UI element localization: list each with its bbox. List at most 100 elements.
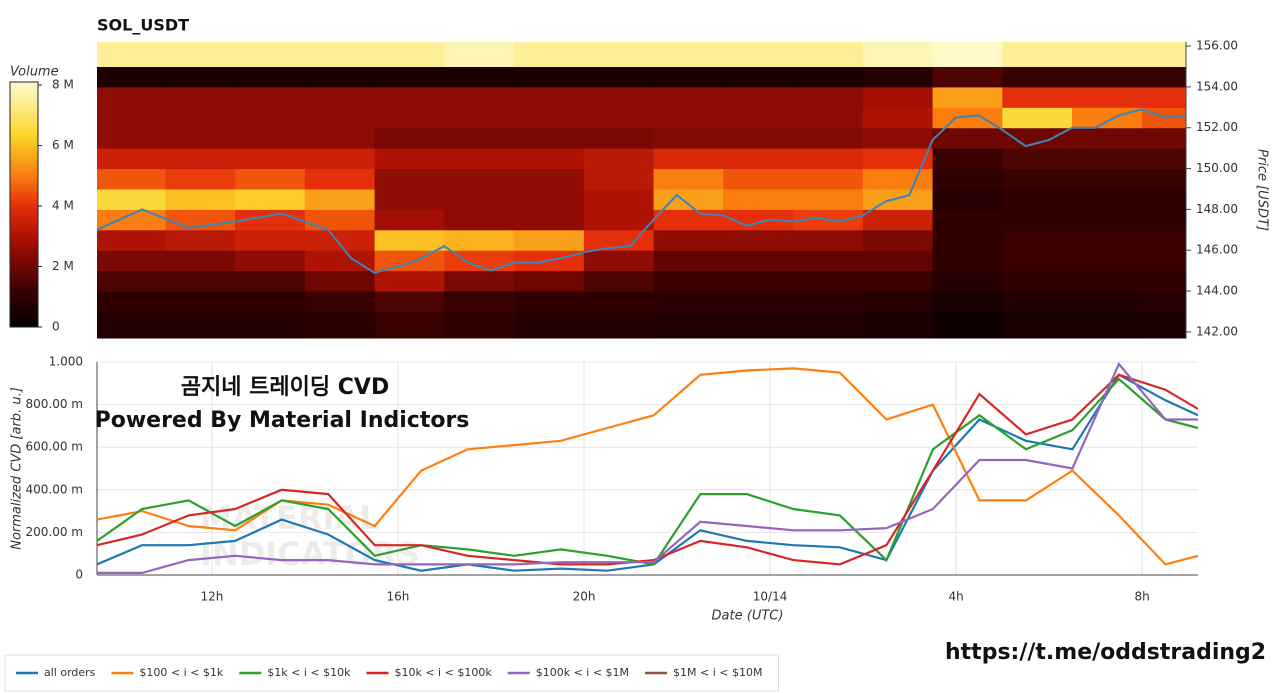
heatmap-cell <box>1002 250 1073 272</box>
heatmap-cell <box>444 42 515 67</box>
heatmap-cell <box>165 107 236 129</box>
heatmap-cell <box>1141 209 1187 231</box>
heatmap-cell <box>304 229 376 251</box>
heatmap-cell <box>374 42 445 67</box>
heatmap-cell <box>235 311 306 339</box>
heatmap-cell <box>514 209 585 231</box>
legend-label: $100 < i < $1k <box>139 666 223 679</box>
heatmap-cell <box>1072 107 1143 129</box>
heatmap-cell <box>514 188 585 210</box>
heatmap-cell <box>514 66 585 88</box>
heatmap-cell <box>1002 311 1073 339</box>
heatmap-cell <box>165 148 236 170</box>
heatmap-cell <box>932 148 1003 170</box>
heatmap-cell <box>1072 148 1143 170</box>
heatmap-cell <box>514 291 585 312</box>
heatmap-cell <box>514 229 585 251</box>
heatmap-cell <box>583 42 655 67</box>
heatmap-cell <box>932 42 1003 67</box>
heatmap-cell <box>374 148 445 170</box>
heatmap-cell <box>444 250 515 272</box>
heatmap-cell <box>235 66 306 88</box>
heatmap-cell <box>932 107 1003 129</box>
heatmap-cell <box>444 168 515 190</box>
heatmap-cell <box>304 270 376 292</box>
heatmap-cell <box>165 291 236 312</box>
heatmap-cell <box>723 250 794 272</box>
y-tick-label: 154.00 <box>1196 79 1238 93</box>
heatmap-cell <box>653 107 724 129</box>
heatmap-cell <box>444 270 515 292</box>
heatmap-cell <box>583 86 655 108</box>
heatmap-cell <box>444 291 515 312</box>
heatmap-cell <box>932 188 1003 210</box>
heatmap-cell <box>97 209 166 231</box>
heatmap-cell <box>1072 66 1143 88</box>
heatmap-cell <box>1141 127 1187 149</box>
heatmap-cell <box>793 188 864 210</box>
heatmap-cell <box>583 188 655 210</box>
heatmap-cell <box>514 311 585 339</box>
heatmap-cell <box>374 270 445 292</box>
heatmap-cell <box>165 168 236 190</box>
heatmap-cell <box>793 291 864 312</box>
heatmap-cell <box>793 107 864 129</box>
heatmap-cell <box>1141 148 1187 170</box>
heatmap-cell <box>97 86 166 108</box>
heatmap-cell <box>374 107 445 129</box>
heatmap-cell <box>514 270 585 292</box>
heatmap-cell <box>862 66 934 88</box>
heatmap-cell <box>97 270 166 292</box>
heatmap-cell <box>1141 42 1187 67</box>
heatmap-cell <box>583 250 655 272</box>
colorbar <box>9 81 39 328</box>
y-tick-label: 400.00 m <box>26 482 84 496</box>
heatmap-cell <box>1141 188 1187 210</box>
heatmap-cell <box>444 188 515 210</box>
heatmap-cell <box>583 66 655 88</box>
heatmap-cell <box>1072 168 1143 190</box>
heatmap-cell <box>653 270 724 292</box>
watermark: MATERIAL <box>200 499 380 537</box>
heatmap-cell <box>932 66 1003 88</box>
heatmap-cell <box>862 291 934 312</box>
heatmap-cell <box>374 66 445 88</box>
heatmap-cell <box>235 168 306 190</box>
heatmap-cell <box>97 311 166 339</box>
heatmap-cell <box>723 209 794 231</box>
legend-label: $10k < i < $100k <box>394 666 492 679</box>
colorbar-tick-label: 4 M <box>52 199 74 213</box>
heatmap-cell <box>1141 229 1187 251</box>
heatmap-cell <box>97 42 166 67</box>
heatmap-cell <box>1002 86 1073 108</box>
heatmap-cell <box>1141 168 1187 190</box>
heatmap-cell <box>862 229 934 251</box>
heatmap-cell <box>583 107 655 129</box>
heatmap-cell <box>653 311 724 339</box>
heatmap-cell <box>165 127 236 149</box>
y-tick-label: 200.00 m <box>26 525 84 539</box>
link-text[interactable]: https://t.me/oddstrading2 <box>945 640 1266 665</box>
heatmap-cell <box>97 168 166 190</box>
heatmap-cell <box>862 148 934 170</box>
heatmap-cell <box>304 107 376 129</box>
heatmap-cell <box>583 229 655 251</box>
heatmap-cell <box>862 188 934 210</box>
heatmap-cell <box>932 311 1003 339</box>
heatmap-cell <box>1072 250 1143 272</box>
heatmap-cell <box>932 250 1003 272</box>
heatmap-cell <box>304 188 376 210</box>
heatmap-cell <box>723 148 794 170</box>
heatmap-cell <box>1002 148 1073 170</box>
y-tick-label: 142.00 <box>1196 324 1238 338</box>
heatmap-cell <box>97 188 166 210</box>
heatmap-cell <box>1002 209 1073 231</box>
colorbar-tick-label: 8 M <box>52 78 74 92</box>
heatmap-cell <box>304 127 376 149</box>
heatmap-cell <box>583 311 655 339</box>
heatmap-cell <box>793 148 864 170</box>
heatmap-cell <box>1072 291 1143 312</box>
heatmap-cell <box>793 250 864 272</box>
heatmap-cell <box>514 107 585 129</box>
